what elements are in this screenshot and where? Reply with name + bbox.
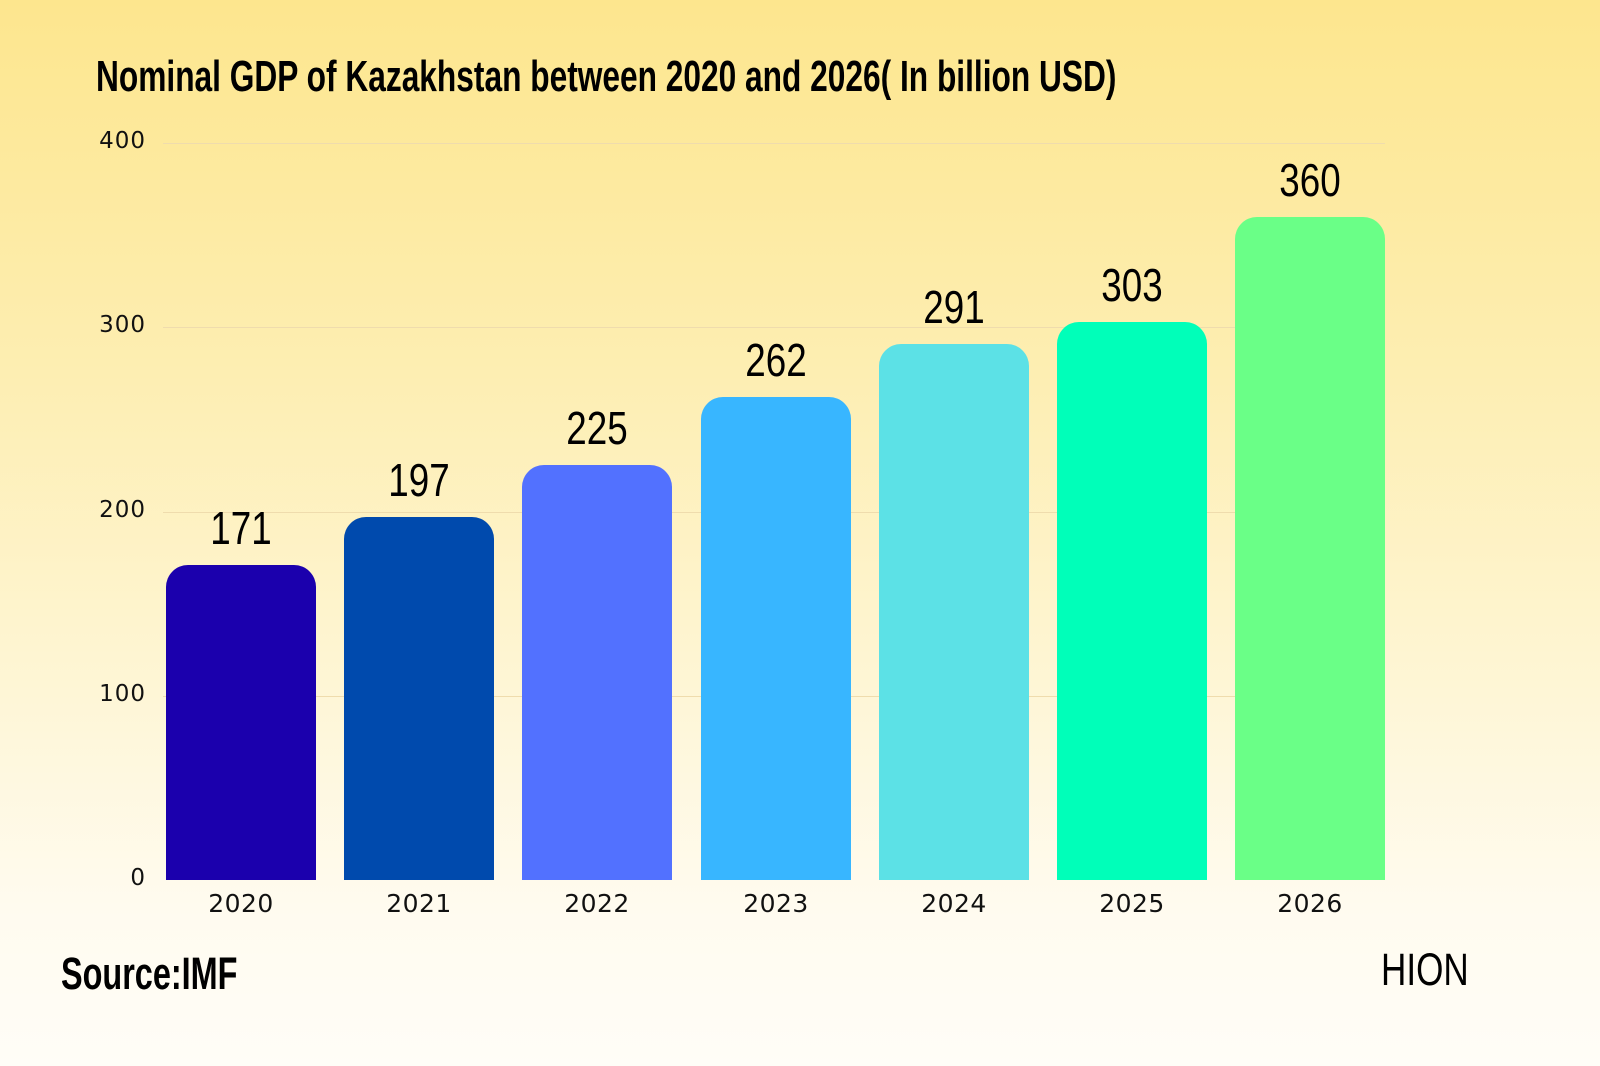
bar-2026 — [1235, 217, 1385, 880]
x-axis-tick-label: 2026 — [1277, 889, 1343, 918]
y-axis-tick-label: 400 — [99, 128, 146, 154]
bar-value-label: 303 — [1101, 259, 1163, 311]
x-axis-tick-label: 2025 — [1099, 889, 1165, 918]
bar-value-label: 171 — [210, 502, 272, 554]
bar-2020 — [166, 565, 316, 880]
brand-logo: HION — [1381, 944, 1469, 995]
bar-value-label: 360 — [1279, 154, 1341, 206]
bar-2025 — [1057, 322, 1207, 880]
x-axis-tick-label: 2021 — [386, 889, 452, 918]
y-axis-tick-label: 100 — [99, 681, 146, 707]
source-note: Source:IMF — [61, 948, 238, 999]
bar-2024 — [879, 344, 1029, 880]
y-axis-tick-label: 300 — [99, 312, 146, 338]
bar-2023 — [701, 397, 851, 880]
gridline — [163, 143, 1385, 144]
bar-value-label: 225 — [566, 402, 628, 454]
chart-title: Nominal GDP of Kazakhstan between 2020 a… — [96, 52, 1117, 101]
x-axis-tick-label: 2022 — [564, 889, 630, 918]
bar-2021 — [344, 517, 494, 880]
bar-value-label: 291 — [923, 281, 985, 333]
x-axis-tick-label: 2020 — [208, 889, 274, 918]
gridline — [163, 327, 1385, 328]
bar-2022 — [522, 465, 672, 880]
y-axis-tick-label: 0 — [130, 865, 146, 891]
x-axis-tick-label: 2023 — [743, 889, 809, 918]
y-axis-tick-label: 200 — [99, 497, 146, 523]
x-axis-tick-label: 2024 — [921, 889, 987, 918]
bar-value-label: 197 — [388, 454, 450, 506]
bar-value-label: 262 — [745, 334, 807, 386]
